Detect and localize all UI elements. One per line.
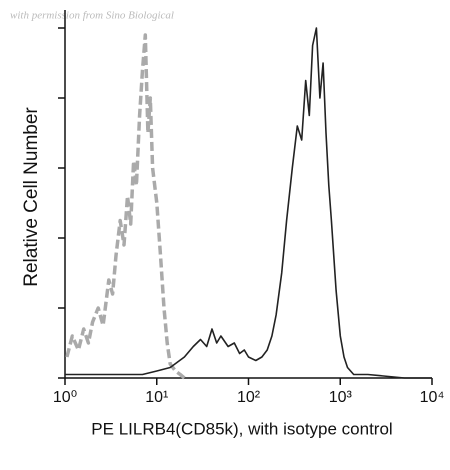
x-tick-label: 10² [237, 389, 261, 406]
y-axis-label: Relative Cell Number [21, 107, 42, 287]
series-line [65, 33, 186, 380]
x-tick-label: 10³ [329, 389, 353, 406]
x-tick-label: 10¹ [145, 389, 168, 406]
x-tick-label: 10⁰ [53, 389, 77, 406]
watermark: with permission from Sino Biological [10, 10, 174, 22]
x-axis-label: PE LILRB4(CD85k), with isotype control [91, 419, 392, 438]
x-tick-label: 10⁴ [420, 389, 445, 406]
series-line [65, 27, 432, 379]
